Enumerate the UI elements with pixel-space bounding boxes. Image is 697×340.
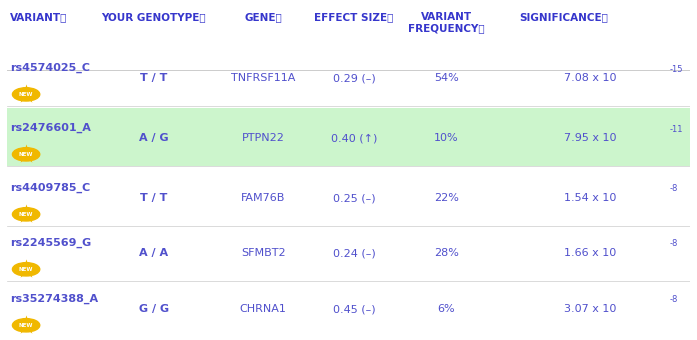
Text: FAM76B: FAM76B [241, 193, 285, 203]
Text: rs4409785_C: rs4409785_C [10, 183, 91, 193]
Text: 0.29 (–): 0.29 (–) [332, 73, 376, 83]
Text: PTPN22: PTPN22 [242, 133, 284, 143]
Text: -8: -8 [670, 295, 678, 304]
Text: 3.07 x 10: 3.07 x 10 [564, 304, 616, 314]
Text: 1.66 x 10: 1.66 x 10 [564, 248, 616, 258]
Point [20, 323, 31, 328]
Point [20, 267, 31, 272]
Text: 6%: 6% [437, 304, 455, 314]
Text: NEW: NEW [19, 152, 33, 157]
Text: T / T: T / T [140, 73, 167, 83]
Text: GENEⓘ: GENEⓘ [244, 12, 282, 22]
FancyBboxPatch shape [7, 108, 690, 166]
Text: NEW: NEW [19, 267, 33, 272]
Circle shape [13, 148, 40, 161]
Text: G / G: G / G [139, 304, 169, 314]
Circle shape [13, 319, 40, 332]
Text: TNFRSF11A: TNFRSF11A [231, 73, 296, 83]
Text: -8: -8 [670, 239, 678, 249]
Text: rs35274388_A: rs35274388_A [10, 293, 98, 304]
Point [20, 92, 31, 97]
Text: 0.24 (–): 0.24 (–) [332, 248, 376, 258]
Text: VARIANTⓘ: VARIANTⓘ [10, 12, 68, 22]
Text: 54%: 54% [434, 73, 459, 83]
Text: SIGNIFICANCEⓘ: SIGNIFICANCEⓘ [519, 12, 608, 22]
Text: -15: -15 [670, 65, 683, 73]
Circle shape [13, 262, 40, 276]
Text: rs2476601_A: rs2476601_A [10, 122, 91, 133]
Text: 0.40 (↑): 0.40 (↑) [331, 133, 377, 143]
Text: CHRNA1: CHRNA1 [240, 304, 286, 314]
Circle shape [13, 208, 40, 221]
Text: 0.45 (–): 0.45 (–) [332, 304, 375, 314]
Text: rs2245569_G: rs2245569_G [10, 238, 91, 248]
Text: 10%: 10% [434, 133, 459, 143]
Text: SFMBT2: SFMBT2 [240, 248, 286, 258]
Text: YOUR GENOTYPEⓘ: YOUR GENOTYPEⓘ [102, 12, 206, 22]
Text: 22%: 22% [434, 193, 459, 203]
Text: T / T: T / T [140, 193, 167, 203]
Point [20, 211, 31, 217]
Text: rs4574025_C: rs4574025_C [10, 63, 91, 73]
Text: NEW: NEW [19, 212, 33, 217]
Text: -11: -11 [670, 124, 683, 134]
Text: A / A: A / A [139, 248, 169, 258]
Text: NEW: NEW [19, 323, 33, 328]
Text: 28%: 28% [434, 248, 459, 258]
Text: VARIANT
FREQUENCYⓘ: VARIANT FREQUENCYⓘ [408, 12, 484, 33]
Text: 7.08 x 10: 7.08 x 10 [564, 73, 616, 83]
Circle shape [13, 88, 40, 101]
Text: EFFECT SIZEⓘ: EFFECT SIZEⓘ [314, 12, 394, 22]
Text: A / G: A / G [139, 133, 169, 143]
Text: NEW: NEW [19, 92, 33, 97]
Text: 1.54 x 10: 1.54 x 10 [564, 193, 616, 203]
Text: -8: -8 [670, 185, 678, 193]
Point [20, 152, 31, 157]
Text: 7.95 x 10: 7.95 x 10 [564, 133, 616, 143]
Text: 0.25 (–): 0.25 (–) [332, 193, 375, 203]
